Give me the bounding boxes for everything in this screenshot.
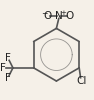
Text: F: F — [5, 73, 11, 83]
Text: F: F — [5, 52, 11, 62]
Text: Cl: Cl — [77, 76, 87, 86]
Text: −: − — [41, 9, 47, 18]
Text: O: O — [65, 11, 73, 21]
Text: F: F — [0, 63, 6, 73]
Text: +: + — [60, 10, 66, 16]
Text: O: O — [44, 11, 52, 21]
Text: N: N — [55, 11, 63, 21]
